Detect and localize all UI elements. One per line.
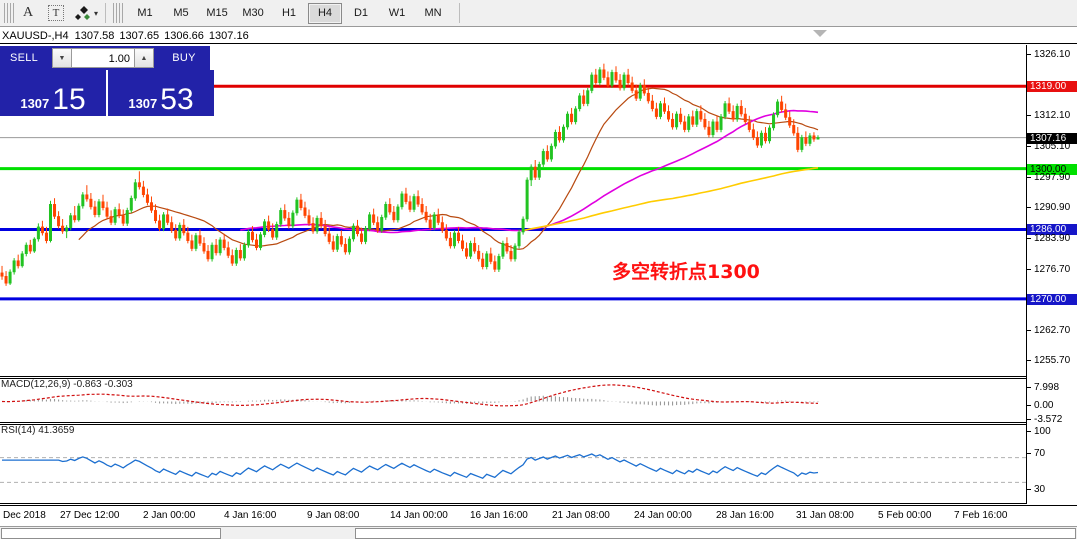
status-bar	[0, 526, 1077, 539]
price-tick-1276-70: 1276.70	[1027, 264, 1070, 275]
toolbar-divider-2	[459, 3, 461, 23]
objects-icon[interactable]	[70, 1, 98, 25]
time-label-5: 14 Jan 00:00	[390, 510, 448, 521]
price-tick-1286-00: 1286.00	[1027, 224, 1077, 236]
price-tick-1312-10: 1312.10	[1027, 111, 1070, 121]
buy-button-label[interactable]: BUY	[158, 46, 210, 70]
time-label-2: 2 Jan 00:00	[143, 510, 196, 521]
rsi-tick-30: 30	[1027, 485, 1045, 495]
rsi-tick-70: 70	[1027, 449, 1045, 459]
time-label-4: 9 Jan 08:00	[307, 510, 360, 521]
status-cell-1	[1, 527, 221, 539]
time-label-1: 27 Dec 12:00	[60, 510, 120, 521]
timeframe-m15[interactable]: M15	[206, 6, 228, 19]
buy-price-pips: 53	[160, 83, 194, 116]
price-tick-1307-16: 1307.16	[1027, 132, 1077, 144]
macd-tick-1: 0.00	[1027, 401, 1053, 411]
time-label-3: 4 Jan 16:00	[224, 510, 277, 521]
price-tick-1270-00: 1270.00	[1027, 293, 1077, 305]
quote-close: 1307.16	[208, 29, 249, 42]
symbol-quote-bar: XAUUSD-,H4 1307.58 1307.65 1306.66 1307.…	[0, 28, 1077, 44]
timeframe-h4[interactable]: H4	[308, 2, 343, 24]
time-axis[interactable]: Dec 2018 27 Dec 12:00 2 Jan 00:00 4 Jan 16:…	[0, 505, 1077, 525]
macd-tick-2: -3.572	[1027, 415, 1062, 425]
sell-price-pips: 15	[52, 83, 86, 116]
trade-panel-header: SELL ▼ 1.00 ▲ BUY	[0, 46, 214, 70]
timeframe-group: M1 M5 M15 M30 H1 H4 D1 W1 MN	[127, 2, 451, 24]
buy-button[interactable]: 1307 53	[108, 70, 214, 116]
chart-area[interactable]: 多空转折点1300 MACD(12,26,9) -0.863 -0.303 RS…	[0, 30, 1077, 525]
buy-price-integer: 1307	[128, 96, 158, 111]
rsi-label: RSI(14) 41.3659	[1, 425, 75, 436]
price-tick-1319-00: 1319.00	[1027, 81, 1077, 93]
time-label-9: 28 Jan 16:00	[716, 510, 774, 521]
time-label-7: 21 Jan 08:00	[552, 510, 610, 521]
time-label-6: 16 Jan 16:00	[470, 510, 528, 521]
time-label-8: 24 Jan 00:00	[634, 510, 692, 521]
price-tick-1283-90: 1283.90	[1027, 233, 1070, 244]
trade-panel-prices: 1307 15 1307 53	[0, 70, 214, 116]
chart-position-marker	[813, 30, 827, 37]
price-tick-1297-90: 1297.90	[1027, 172, 1070, 183]
volume-increase-button[interactable]: ▲	[134, 48, 154, 68]
main-toolbar: A T ▾ M1 M5 M15 M30 H1 H4 D1 W1 MN	[0, 0, 1077, 27]
timeframe-grip[interactable]	[113, 3, 124, 23]
timeframe-mn[interactable]: MN	[424, 6, 442, 19]
timeframe-m30[interactable]: M30	[242, 6, 264, 19]
sell-button[interactable]: 1307 15	[0, 70, 108, 116]
time-label-10: 31 Jan 08:00	[796, 510, 854, 521]
chart-annotation-text: 多空转折点1300	[612, 261, 760, 283]
timeframe-m5[interactable]: M5	[173, 6, 189, 19]
macd-pane[interactable]: MACD(12,26,9) -0.863 -0.303	[0, 378, 1026, 423]
time-label-12: 7 Feb 16:00	[954, 510, 1008, 521]
quote-low: 1306.66	[164, 29, 204, 42]
price-tick-1290-90: 1290.90	[1027, 203, 1070, 213]
rsi-chart-svg	[0, 453, 1026, 483]
status-cell-2	[355, 527, 1076, 539]
price-tick-1262-70: 1262.70	[1027, 325, 1070, 336]
macd-label: MACD(12,26,9) -0.863 -0.303	[1, 379, 133, 390]
volume-decrease-button[interactable]: ▼	[52, 48, 72, 68]
sell-button-label[interactable]: SELL	[0, 46, 48, 70]
price-tick-1305-10: 1305.10	[1027, 141, 1070, 152]
macd-chart-svg	[1, 384, 819, 407]
quote-open: 1307.58	[74, 29, 115, 42]
chevron-down-icon[interactable]: ▾	[94, 8, 99, 18]
time-label-11: 5 Feb 00:00	[878, 510, 932, 521]
volume-stepper[interactable]: ▼ 1.00 ▲	[48, 46, 158, 70]
timeframe-m1[interactable]: M1	[137, 6, 153, 19]
timeframe-h1[interactable]: H1	[281, 6, 297, 19]
timeframe-w1[interactable]: W1	[388, 6, 406, 19]
sell-price-integer: 1307	[20, 96, 50, 111]
rsi-tick-100: 100	[1027, 427, 1051, 437]
price-tick-1326-10: 1326.10	[1027, 50, 1070, 60]
rsi-pane[interactable]: RSI(14) 41.3659	[0, 424, 1026, 504]
time-label-0: Dec 2018	[3, 510, 46, 521]
price-tick-1255-70: 1255.70	[1027, 355, 1070, 366]
toolbar-divider	[105, 3, 107, 23]
price-chart-svg	[0, 63, 1026, 301]
text-box-icon[interactable]: T	[42, 1, 70, 25]
macd-tick-0: 7.998	[1027, 383, 1059, 393]
price-axis[interactable]: 1326.10 1319.00 1312.10 1307.16 1305.10 1300.…	[1026, 45, 1077, 517]
status-gap	[223, 528, 353, 539]
one-click-trading-panel[interactable]: SELL ▼ 1.00 ▲ BUY 1307 15 1307 53	[0, 46, 214, 116]
quote-high: 1307.65	[119, 29, 160, 42]
objects-glyph	[75, 6, 90, 20]
price-tick-1300-00: 1300.00	[1027, 163, 1077, 175]
toolbar-grip[interactable]	[4, 3, 14, 23]
symbol-name: XAUUSD-,H4	[2, 29, 69, 42]
volume-input[interactable]: 1.00	[72, 48, 134, 68]
timeframe-d1[interactable]: D1	[353, 6, 369, 19]
text-label-icon[interactable]: A	[22, 5, 34, 20]
